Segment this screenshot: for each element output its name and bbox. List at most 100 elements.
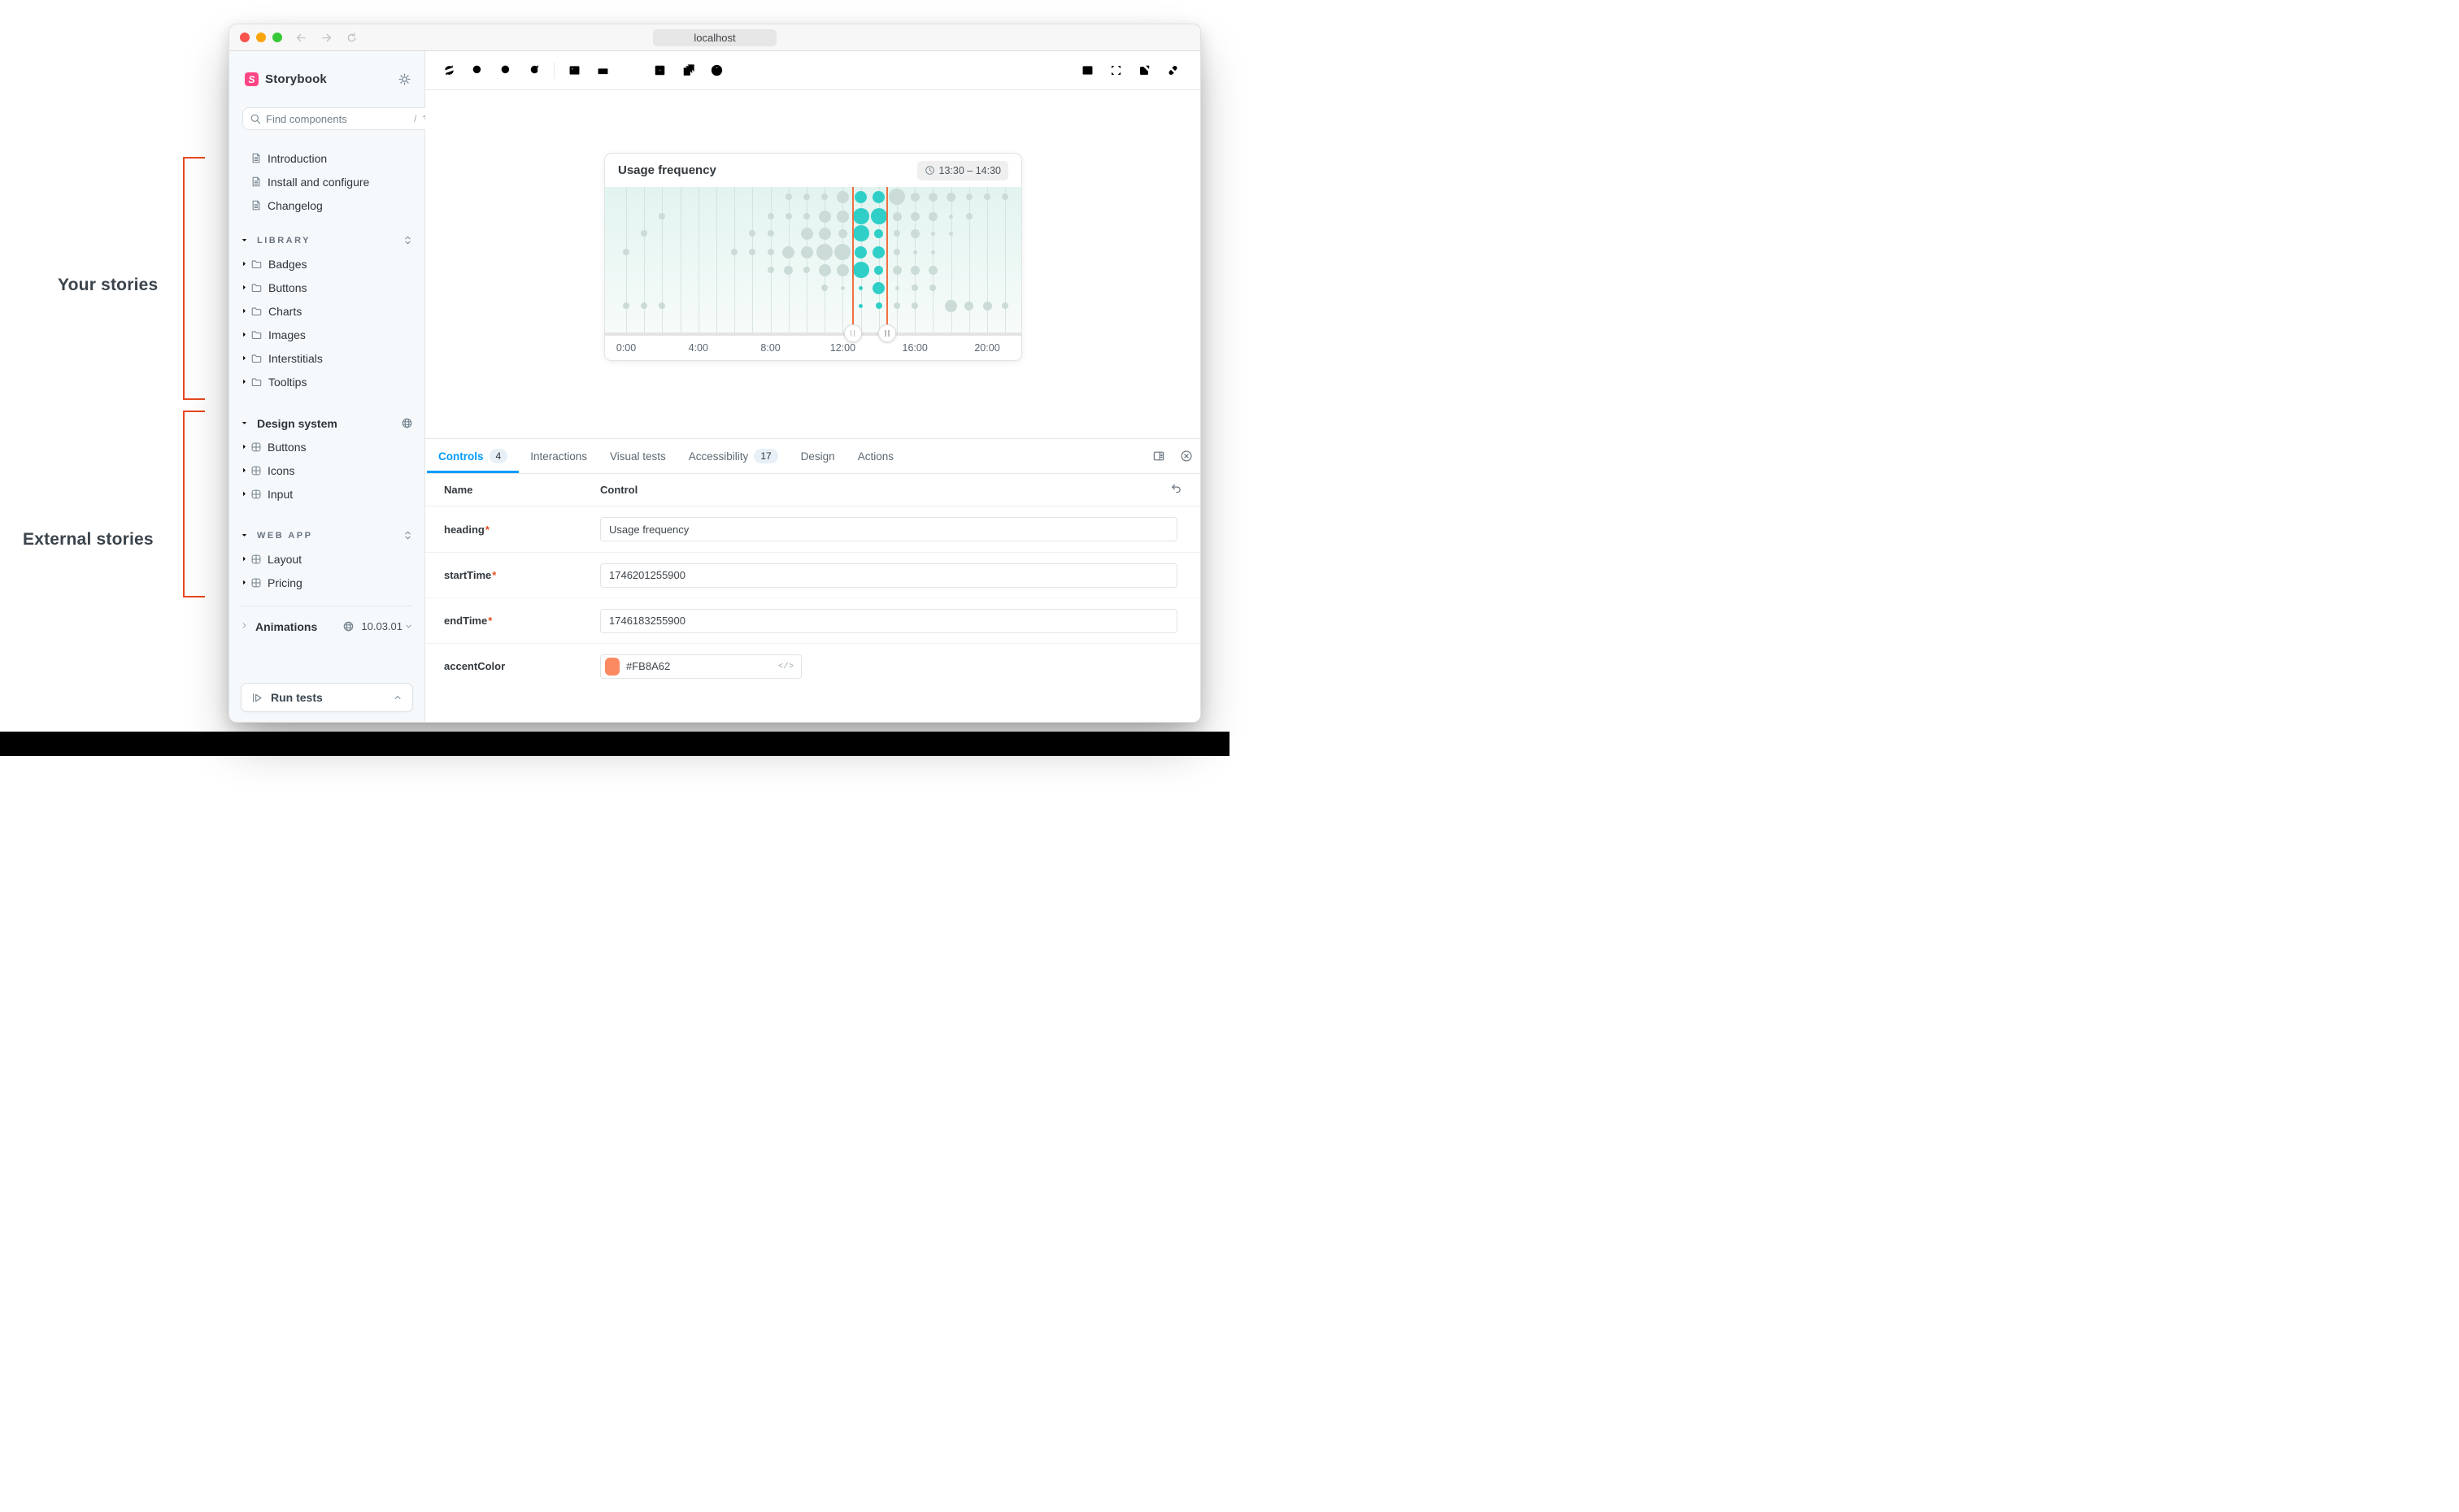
folder-icon <box>250 353 263 364</box>
section-web-app[interactable]: WEB APP <box>229 524 424 547</box>
chevron-down-icon <box>240 236 250 245</box>
panel-toggle-icon[interactable] <box>1075 59 1099 83</box>
fullscreen-icon[interactable] <box>1103 59 1128 83</box>
search-input[interactable]: / <box>242 107 441 130</box>
open-external-icon[interactable] <box>1132 59 1156 83</box>
accent-color-picker[interactable]: #FB8A62 </> <box>600 654 802 679</box>
chart-bubble <box>731 249 738 255</box>
chevron-right-icon <box>240 466 250 475</box>
zoom-window-button[interactable] <box>272 33 282 42</box>
chart-bubble <box>894 249 900 255</box>
zoom-out-icon[interactable] <box>494 59 518 83</box>
range-handle-start[interactable] <box>843 324 862 342</box>
sidebar-component-buttons[interactable]: Buttons <box>229 435 424 458</box>
sidebar-folder-tooltips[interactable]: Tooltips <box>229 370 424 393</box>
tab-visual-tests[interactable]: Visual tests <box>598 439 677 473</box>
reload-icon[interactable] <box>346 32 358 44</box>
remount-icon[interactable] <box>437 59 461 83</box>
sidebar-component-layout[interactable]: Layout <box>229 547 424 571</box>
code-icon[interactable]: </> <box>778 661 794 671</box>
start-time-input[interactable] <box>600 563 1177 588</box>
folder-icon <box>250 259 263 270</box>
sidebar-item-install[interactable]: Install and configure <box>229 170 424 193</box>
chevron-right-icon <box>240 283 250 292</box>
chart-bubble <box>641 230 648 237</box>
story-link-icon[interactable] <box>1160 59 1185 83</box>
minimize-window-button[interactable] <box>256 33 266 42</box>
chevron-up-icon[interactable] <box>393 693 403 702</box>
chart-gridline <box>752 187 754 332</box>
component-icon <box>250 489 262 500</box>
close-window-button[interactable] <box>240 33 250 42</box>
tab-actions[interactable]: Actions <box>847 439 905 473</box>
section-library[interactable]: LIBRARY <box>229 228 424 252</box>
heading-input[interactable] <box>600 517 1177 541</box>
color-swatch[interactable] <box>605 657 620 676</box>
outline-icon[interactable] <box>647 59 672 83</box>
tab-design[interactable]: Design <box>790 439 847 473</box>
search-icon <box>250 113 261 124</box>
chart-bubble <box>892 265 902 275</box>
sidebar-folder-buttons[interactable]: Buttons <box>229 276 424 299</box>
component-icon <box>250 441 262 453</box>
accessibility-icon[interactable] <box>704 59 729 83</box>
measure-icon[interactable] <box>590 59 615 83</box>
chevron-down-icon <box>240 531 250 540</box>
titlebar: localhost <box>229 24 1200 51</box>
sidebar-folder-images[interactable]: Images <box>229 323 424 346</box>
expand-collapse-icon[interactable] <box>403 235 413 245</box>
chart-bubble <box>945 299 958 312</box>
chevron-right-icon <box>240 377 250 386</box>
required-asterisk: * <box>492 569 497 581</box>
control-name: endTime* <box>444 615 493 627</box>
sidebar-component-icons[interactable]: Icons <box>229 458 424 482</box>
chevron-right-icon <box>240 489 250 498</box>
sidebar-folder-interstitials[interactable]: Interstitials <box>229 346 424 370</box>
browser-window: localhost S Storybook / <box>228 24 1201 723</box>
sidebar-component-pricing[interactable]: Pricing <box>229 571 424 594</box>
range-slider-track[interactable] <box>605 332 1021 336</box>
address-bar[interactable]: localhost <box>653 29 777 46</box>
tab-label: Interactions <box>530 450 587 463</box>
sidebar-item-animations[interactable]: Animations 10.03.01 <box>229 615 424 638</box>
globe-icon <box>401 417 413 429</box>
settings-gear-icon[interactable] <box>398 72 411 86</box>
back-icon[interactable] <box>295 32 307 44</box>
chart-bubble <box>894 285 899 290</box>
reset-controls-icon[interactable] <box>1170 482 1182 498</box>
grid-icon[interactable] <box>619 59 643 83</box>
range-handle-end[interactable] <box>877 324 896 342</box>
time-tick-label: 16:00 <box>902 342 928 354</box>
chart-gridline <box>1005 187 1007 332</box>
folder-icon <box>250 329 263 341</box>
chart-bubble <box>782 245 795 259</box>
tab-interactions[interactable]: Interactions <box>519 439 598 473</box>
forward-icon[interactable] <box>320 32 333 44</box>
chart-gridline <box>716 187 717 332</box>
chart-bubble <box>855 190 868 203</box>
panel-position-icon[interactable] <box>1145 439 1173 473</box>
viewports-icon[interactable] <box>676 59 700 83</box>
background-icon[interactable] <box>562 59 586 83</box>
sidebar-item-changelog[interactable]: Changelog <box>229 193 424 217</box>
sidebar-folder-charts[interactable]: Charts <box>229 299 424 323</box>
run-tests-button[interactable]: Run tests <box>241 683 413 712</box>
tab-controls[interactable]: Controls 4 <box>427 439 519 473</box>
end-time-input[interactable] <box>600 608 1177 633</box>
sidebar-component-input[interactable]: Input <box>229 482 424 506</box>
time-axis: 0:00 4:00 8:00 12:00 16:00 20:00 <box>605 336 1021 360</box>
close-panel-icon[interactable] <box>1173 439 1200 473</box>
sidebar-item-introduction[interactable]: Introduction <box>229 146 424 170</box>
tab-accessibility[interactable]: Accessibility 17 <box>677 439 790 473</box>
section-design-system[interactable]: Design system <box>229 411 424 435</box>
chart-bubble <box>928 192 938 202</box>
expand-collapse-icon[interactable] <box>403 530 413 541</box>
sidebar-folder-badges[interactable]: Badges <box>229 252 424 276</box>
chart-bubble <box>870 208 887 224</box>
zoom-reset-icon[interactable] <box>522 59 546 83</box>
zoom-in-icon[interactable] <box>465 59 490 83</box>
time-tick-label: 12:00 <box>829 342 856 354</box>
brand-title: Storybook <box>265 72 327 86</box>
chevron-down-icon[interactable] <box>404 622 413 631</box>
search-field[interactable] <box>266 112 409 125</box>
